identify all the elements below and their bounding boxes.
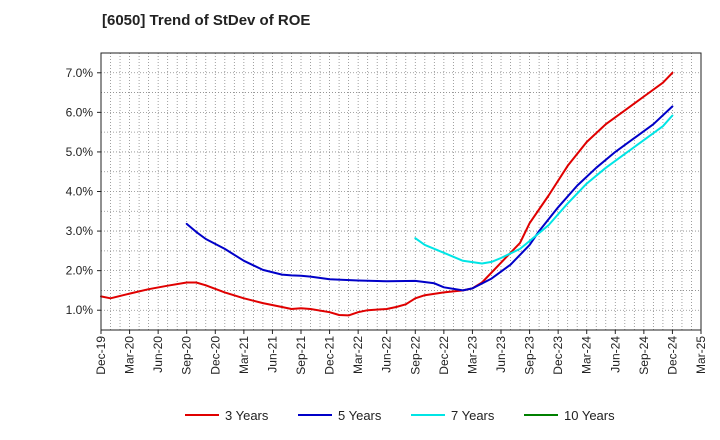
x-tick-label: Mar-20 — [123, 336, 137, 374]
y-tick-label: 5.0% — [66, 145, 94, 159]
x-tick-label: Sep-23 — [523, 336, 537, 375]
x-tick-label: Sep-22 — [408, 336, 422, 375]
legend-label: 7 Years — [451, 408, 495, 423]
y-tick-label: 7.0% — [66, 66, 94, 80]
x-tick-label: Jun-23 — [494, 336, 508, 373]
x-tick-label: Mar-23 — [465, 336, 479, 374]
x-tick-label: Mar-25 — [694, 336, 708, 374]
series-line-5-years — [185, 105, 674, 292]
legend-label: 5 Years — [338, 408, 382, 423]
legend-label: 3 Years — [225, 408, 269, 423]
legend-label: 10 Years — [564, 408, 615, 423]
x-tick-label: Mar-22 — [351, 336, 365, 374]
x-tick-label: Dec-24 — [665, 336, 679, 375]
y-tick-label: 3.0% — [66, 224, 94, 238]
x-tick-label: Dec-23 — [551, 336, 565, 375]
x-tick-label: Sep-21 — [294, 336, 308, 375]
x-tick-label: Dec-19 — [94, 336, 108, 375]
series-layer — [100, 71, 674, 317]
y-tick-label: 6.0% — [66, 105, 94, 119]
y-tick-label: 2.0% — [66, 264, 94, 278]
x-tick-label: Dec-22 — [437, 336, 451, 375]
x-tick-label: Jun-20 — [151, 336, 165, 373]
x-tick-label: Dec-20 — [208, 336, 222, 375]
x-tick-label: Sep-24 — [637, 336, 651, 375]
y-tick-label: 1.0% — [66, 303, 94, 317]
x-tick-label: Mar-21 — [237, 336, 251, 374]
x-tick-label: Jun-21 — [265, 336, 279, 373]
x-tick-label: Mar-24 — [580, 336, 594, 374]
series-line-3-years — [100, 71, 674, 317]
legend: 3 Years 5 Years 7 Years 10 Years — [185, 408, 615, 423]
grid-layer — [101, 53, 701, 330]
x-tick-label: Jun-22 — [380, 336, 394, 373]
series-line-7-years — [414, 114, 674, 265]
x-tick-label: Dec-21 — [323, 336, 337, 375]
axis-layer: 1.0% 2.0% 3.0% 4.0% 5.0% 6.0% 7.0% Dec-19 Mar-20… — [66, 52, 708, 375]
chart-title: [6050] Trend of StDev of ROE — [102, 12, 311, 29]
x-tick-label: Jun-24 — [608, 336, 622, 373]
x-tick-label: Sep-20 — [180, 336, 194, 375]
y-tick-label: 4.0% — [66, 185, 94, 199]
